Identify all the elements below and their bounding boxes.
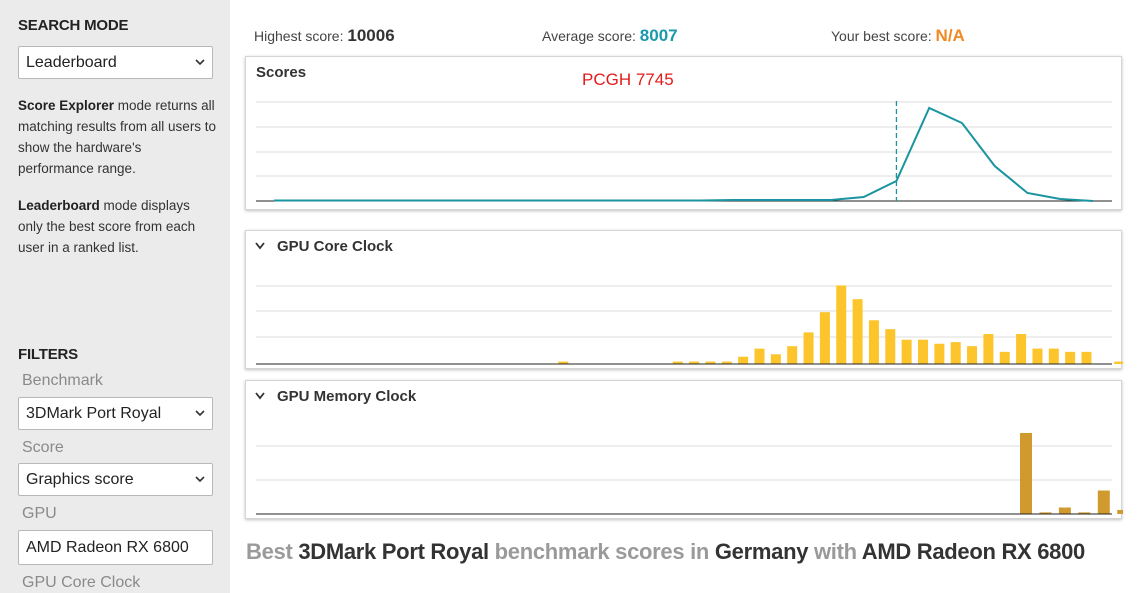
core-clock-bar-39 <box>901 339 912 364</box>
score-distribution-line <box>274 106 1094 202</box>
core-clock-bar-40 <box>918 339 928 364</box>
scores-panel: Scores PCGH 7745 <box>245 56 1122 210</box>
search-mode-heading: SEARCH MODE <box>18 17 129 34</box>
core-clock-bar-29 <box>738 356 749 364</box>
gpu-memory-clock-panel: GPU Memory Clock <box>245 380 1123 520</box>
gpu-core-clock-title: GPU Core Clock <box>277 238 393 255</box>
memory-clock-bar-40 <box>1020 433 1032 514</box>
core-clock-bar-48 <box>1048 348 1059 364</box>
core-clock-bar-49 <box>1065 351 1076 364</box>
score-select[interactable]: Graphics score <box>18 463 213 496</box>
gpu-core-clock-panel: GPU Core Clock <box>245 230 1123 370</box>
memory-clock-bar-44 <box>1097 490 1110 514</box>
chevron-down-icon <box>195 410 205 417</box>
core-clock-bar-46 <box>1016 334 1027 364</box>
core-clock-bar-27 <box>705 361 716 364</box>
core-clock-bar-25 <box>672 361 683 364</box>
benchmark-select[interactable]: 3DMark Port Royal <box>18 397 213 430</box>
gpu-input[interactable]: AMD Radeon RX 6800 <box>18 530 213 565</box>
leaderboard-description: Leaderboard mode displays only the best … <box>18 198 196 255</box>
core-clock-bar-28 <box>721 361 732 364</box>
scores-chart[interactable] <box>246 57 1123 211</box>
core-clock-bar-41 <box>934 343 945 364</box>
chevron-down-icon <box>195 476 205 483</box>
core-clock-bar-31 <box>770 354 781 364</box>
gpu-memory-clock-bars <box>1020 433 1123 514</box>
gpu-memory-clock-title: GPU Memory Clock <box>277 388 417 405</box>
gpu-core-clock-label: GPU Core Clock <box>22 574 141 591</box>
your-best-score: Your best score: N/A <box>831 26 965 45</box>
search-mode-select[interactable]: Leaderboard <box>18 46 213 79</box>
filters-heading: FILTERS <box>18 346 78 363</box>
gpu-memory-clock-chart[interactable] <box>246 381 1123 520</box>
benchmark-label: Benchmark <box>22 372 103 389</box>
memory-clock-bar-43 <box>1078 512 1091 514</box>
core-clock-bar-32 <box>787 346 798 364</box>
core-clock-bar-26 <box>689 361 700 364</box>
core-clock-bar-33 <box>803 332 814 364</box>
benchmark-value: 3DMark Port Royal <box>26 405 162 422</box>
core-clock-bar-35 <box>836 285 847 364</box>
collapse-chevron-icon[interactable] <box>255 391 265 401</box>
core-clock-bar-45 <box>999 351 1010 364</box>
collapse-chevron-icon[interactable] <box>255 241 265 251</box>
best-score-value: N/A <box>935 26 965 45</box>
sidebar: SEARCH MODE Leaderboard Score Explorer m… <box>0 0 230 593</box>
core-clock-bar-30 <box>754 348 765 364</box>
core-clock-bar-38 <box>885 329 896 364</box>
gpu-label: GPU <box>22 505 57 522</box>
average-score-value: 8007 <box>639 26 678 45</box>
core-clock-bar-47 <box>1032 348 1043 364</box>
gpu-core-clock-bars <box>558 285 1123 364</box>
score-value: Graphics score <box>26 471 134 488</box>
search-mode-value: Leaderboard <box>26 54 117 71</box>
scores-title: Scores <box>256 64 307 81</box>
core-clock-bar-52 <box>1114 361 1123 364</box>
chevron-down-icon <box>195 59 205 66</box>
score-explorer-description: Score Explorer mode returns all matching… <box>18 98 217 176</box>
highest-score-value: 10006 <box>347 26 395 45</box>
pcgh-annotation: PCGH 7745 <box>582 70 674 89</box>
core-clock-bar-18 <box>558 361 569 364</box>
core-clock-bar-36 <box>852 299 863 364</box>
memory-clock-bar-41 <box>1039 512 1052 514</box>
memory-clock-bar-42 <box>1058 507 1071 514</box>
core-clock-bar-50 <box>1081 351 1092 364</box>
gpu-core-clock-chart[interactable] <box>246 231 1123 370</box>
score-label: Score <box>22 439 64 456</box>
core-clock-bar-43 <box>967 346 978 364</box>
highest-score: Highest score: 10006 <box>254 26 395 45</box>
core-clock-bar-44 <box>983 334 994 364</box>
memory-clock-bar-45 <box>1117 509 1123 514</box>
core-clock-bar-34 <box>819 312 830 364</box>
results-headline: Best 3DMark Port Royal benchmark scores … <box>246 539 1085 564</box>
core-clock-bar-42 <box>950 342 961 364</box>
average-score: Average score: 8007 <box>542 26 678 45</box>
core-clock-bar-37 <box>868 320 879 364</box>
